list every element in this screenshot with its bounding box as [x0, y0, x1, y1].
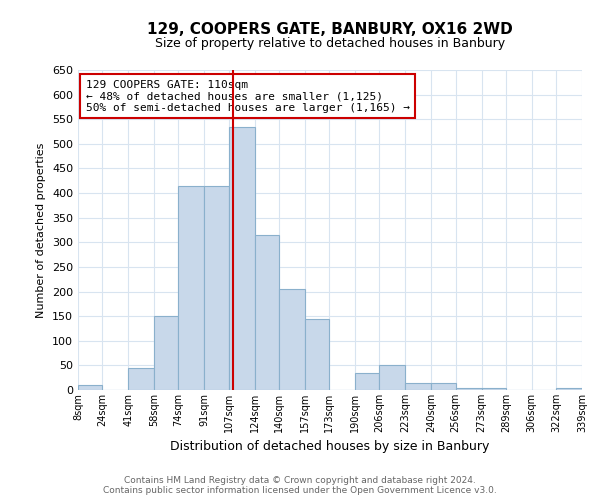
Bar: [305, 318, 329, 390]
Text: Size of property relative to detached houses in Banbury: Size of property relative to detached ho…: [155, 38, 505, 51]
Bar: [431, 382, 455, 390]
Bar: [482, 388, 506, 390]
Bar: [279, 289, 305, 390]
Text: 129, COOPERS GATE, BANBURY, OX16 2WD: 129, COOPERS GATE, BANBURY, OX16 2WD: [147, 22, 513, 38]
Bar: [154, 316, 178, 390]
Bar: [178, 186, 205, 390]
Bar: [205, 186, 229, 390]
X-axis label: Distribution of detached houses by size in Banbury: Distribution of detached houses by size …: [170, 440, 490, 454]
Text: Contains HM Land Registry data © Crown copyright and database right 2024.
Contai: Contains HM Land Registry data © Crown c…: [103, 476, 497, 495]
Bar: [78, 385, 103, 390]
Y-axis label: Number of detached properties: Number of detached properties: [37, 142, 46, 318]
Bar: [556, 388, 582, 390]
Bar: [355, 373, 379, 390]
Bar: [379, 366, 406, 390]
Bar: [254, 235, 279, 390]
Bar: [455, 388, 482, 390]
Bar: [229, 126, 254, 390]
Bar: [406, 382, 431, 390]
Text: 129 COOPERS GATE: 110sqm
← 48% of detached houses are smaller (1,125)
50% of sem: 129 COOPERS GATE: 110sqm ← 48% of detach…: [86, 80, 410, 113]
Bar: [128, 368, 154, 390]
